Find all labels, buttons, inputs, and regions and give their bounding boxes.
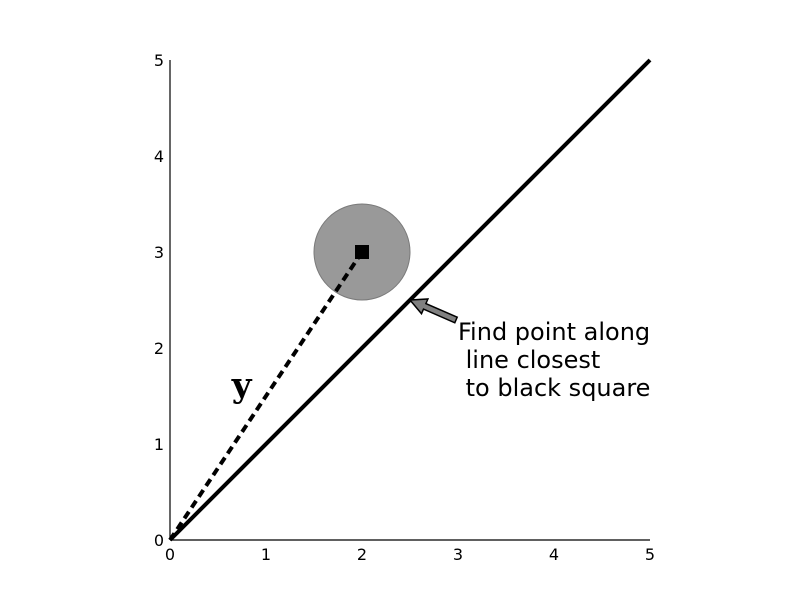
x-tick-label: 5 (645, 545, 655, 564)
black-square-marker (355, 245, 369, 259)
x-tick-label: 0 (165, 545, 175, 564)
annotation-line-3: to black square (458, 374, 650, 402)
y-tick-label: 5 (154, 51, 164, 70)
annotation-line-2: line closest (458, 346, 600, 374)
y-tick-label: 0 (154, 531, 164, 550)
y-tick-label: 2 (154, 339, 164, 358)
x-tick-label: 2 (357, 545, 367, 564)
y-tick-label: 3 (154, 243, 164, 262)
x-tick-label: 4 (549, 545, 559, 564)
x-tick-label: 3 (453, 545, 463, 564)
y-tick-label: 4 (154, 147, 164, 166)
annotation-line-1: Find point along (458, 318, 650, 346)
annotation-arrow (408, 298, 459, 324)
x-tick-label: 1 (261, 545, 271, 564)
y-tick-label: 1 (154, 435, 164, 454)
annotation: Find point along line closest to black s… (408, 298, 650, 402)
vector-y-label: y (231, 365, 253, 405)
dashed-vector-line (168, 250, 364, 542)
